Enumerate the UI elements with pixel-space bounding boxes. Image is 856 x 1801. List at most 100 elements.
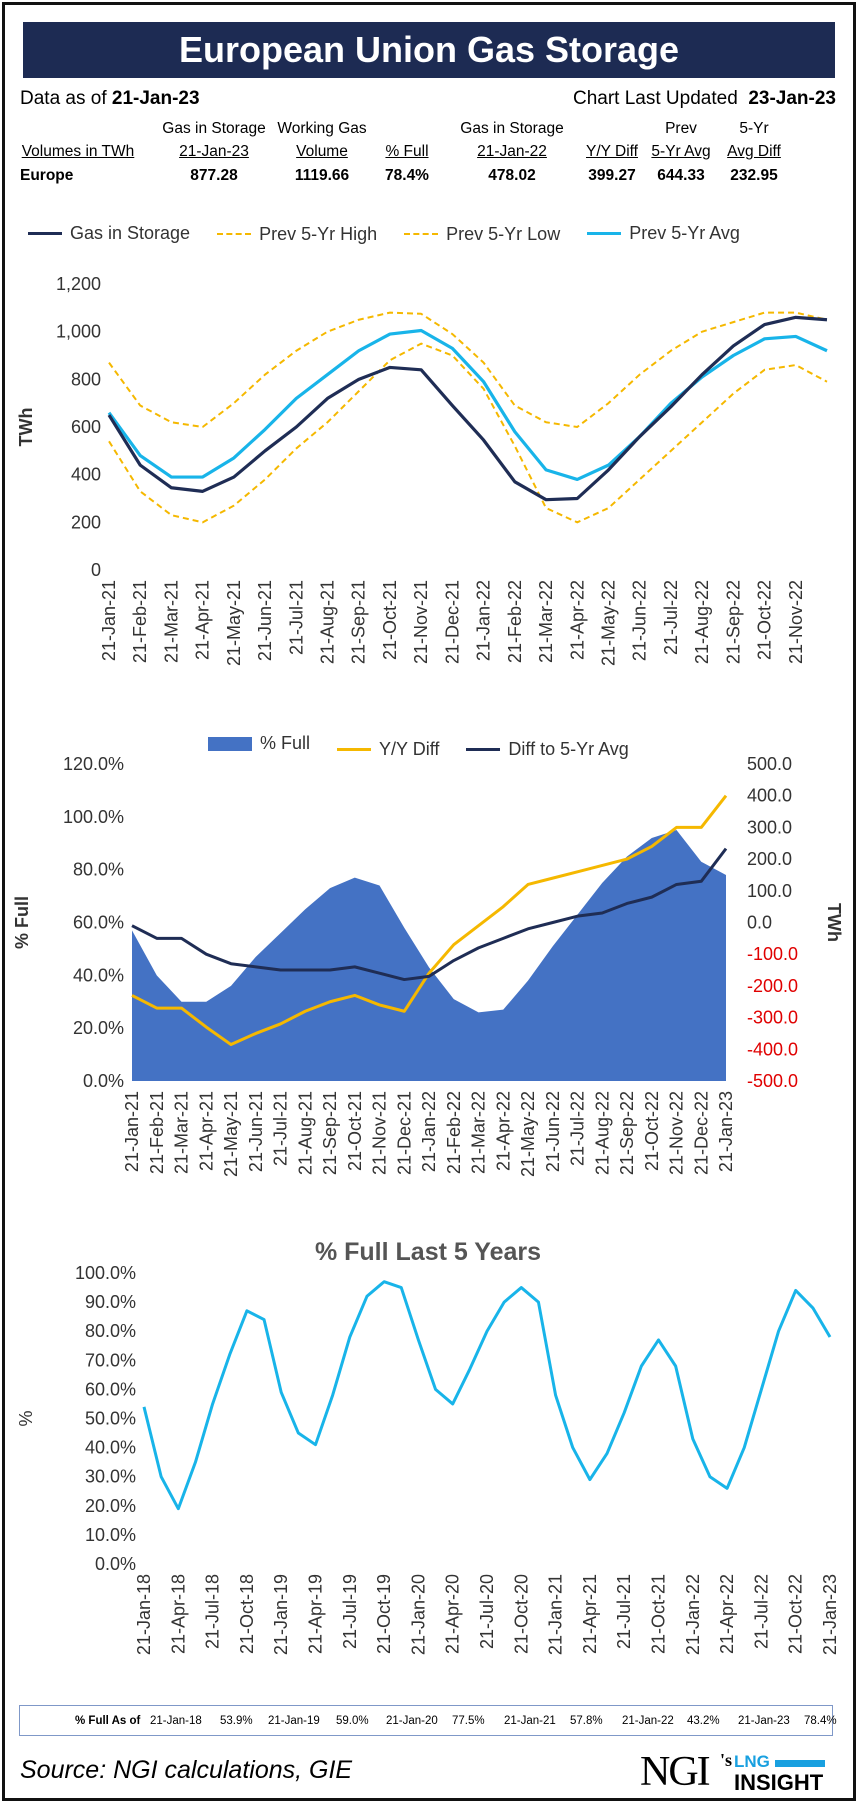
table-header: Volume [296,143,348,160]
source-note: Source: NGI calculations, GIE [20,1756,353,1784]
x-tick-label: 21-Jan-20 [408,1574,428,1655]
y-tick-label: 30.0% [85,1467,136,1487]
x-tick-label: 21-Jan-22 [474,580,494,661]
x-tick-label: 21-Oct-22 [786,1574,806,1654]
chart3-title: % Full Last 5 Years [314,1238,542,1266]
y-tick-label: 1,000 [56,322,101,342]
x-tick-label: 21-Mar-22 [469,1091,489,1174]
x-tick-label: 21-Jul-21 [614,1574,634,1649]
y-tick-label: 0.0% [83,1071,124,1091]
x-tick-label: 21-Feb-22 [444,1091,464,1174]
x-tick-label: 21-Oct-21 [380,580,400,660]
x-tick-label: 21-Jan-23 [820,1574,840,1655]
x-tick-label: 21-Oct-21 [345,1091,365,1171]
y-tick-label: 10.0% [85,1525,136,1545]
x-tick-label: 21-Jul-21 [271,1091,291,1166]
legend-gas-in-storage: Gas in Storage [28,223,190,244]
table-cell: Europe [20,167,74,184]
table-header: % Full [385,143,429,160]
series-line-y-y-diff [131,794,728,1047]
history-date: 21-Jan-21 [504,1714,556,1727]
y2-tick-label: -400.0 [747,1039,798,1059]
y-axis-title: % Full [12,896,32,949]
series-line-pct-full [142,1280,832,1511]
last-updated-label: Chart Last Updated [573,88,738,109]
table-cell: 877.28 [190,167,238,184]
x-tick-label: 21-Oct-22 [642,1091,662,1171]
ngi-lng-insight-logo: NGI 's LNG INSIGHT [640,1749,825,1795]
x-tick-label: 21-May-21 [221,1091,241,1177]
last-updated-date: 23-Jan-23 [748,88,836,109]
x-tick-label: 21-Mar-21 [172,1091,192,1174]
series-area-pct-full [132,830,726,1081]
series-line-prev-5-yr-high [108,311,828,428]
x-tick-label: 21-Oct-22 [755,580,775,660]
y2-tick-label: 500.0 [747,754,792,774]
table-header: 5-Yr Avg [651,143,711,160]
data-as-of: Data as of 21-Jan-23 [20,88,200,110]
series-line-gas-in-storage [107,315,828,502]
x-tick-label: 21-Jan-21 [122,1091,142,1172]
y-axis-title: % [16,1410,36,1426]
chart1-legend: Gas in Storage Prev 5-Yr High Prev 5-Yr … [28,219,762,245]
y-axis-title: TWh [16,408,36,447]
table-cell: 78.4% [385,167,429,184]
table-header: Volumes in TWh [21,143,135,160]
y-tick-label: 120.0% [63,754,124,774]
table-header-top: 5-Yr [739,120,769,137]
ship-icon [775,1760,825,1767]
x-tick-label: 21-Jan-21 [99,580,119,661]
y2-tick-label: -100.0 [747,944,798,964]
y-tick-label: 70.0% [85,1350,136,1370]
series-line-prev-5-yr-avg [107,328,828,482]
x-tick-label: 21-Apr-21 [196,1091,216,1171]
table-header-top: Gas in Storage [460,120,564,137]
x-tick-label: 21-May-21 [224,580,244,666]
x-tick-label: 21-Feb-22 [505,580,525,663]
storage-chart: 0 200 400 600 800 1,000 1,200 21-Jan-21 21-Feb-2… [16,274,828,666]
table-cell: 399.27 [588,167,636,184]
x-tick-label: 21-May-22 [518,1091,538,1177]
y-tick-label: 50.0% [85,1409,136,1429]
x-tick-label: 21-Nov-22 [667,1091,687,1175]
x-tick-label: 21-Apr-21 [580,1574,600,1654]
table-cell: 644.33 [657,167,705,184]
x-tick-label: 21-Jul-21 [286,580,306,655]
x-tick-label: 21-Feb-21 [130,580,150,663]
y-tick-label: 600 [71,417,101,437]
chart2-legend: % Full Y/Y Diff Diff to 5-Yr Avg [208,733,651,760]
history-date: 21-Jan-18 [150,1714,202,1727]
x-tick-label: 21-Aug-22 [692,580,712,664]
table-header: Y/Y Diff [586,143,638,160]
x-tick-label: 21-Oct-18 [237,1574,257,1654]
history-date: 21-Jan-23 [738,1714,790,1727]
x-tick-label: 21-Aug-21 [295,1091,315,1175]
series-line-prev-5-yr-low [108,342,828,524]
x-tick-label: 21-Sep-22 [723,580,743,664]
last-updated: Chart Last Updated 23-Jan-23 [573,88,836,110]
x-tick-label: 21-Jan-18 [134,1574,154,1655]
table-header: 21-Jan-23 [179,143,249,160]
y-tick-label: 40.0% [85,1438,136,1458]
table-cell: 478.02 [488,167,536,184]
y2-tick-label: 0.0 [747,913,772,933]
table-header-top: Gas in Storage [162,120,266,137]
y-tick-label: 20.0% [73,1018,124,1038]
legend-yy-diff: Y/Y Diff [337,739,439,760]
y2-tick-label: 400.0 [747,786,792,806]
y-tick-label: 200 [71,512,101,532]
x-tick-label: 21-Apr-19 [306,1574,326,1654]
history-value: 59.0% [336,1714,369,1727]
table-cell: 1119.66 [294,167,350,184]
page-title: European Union Gas Storage [23,22,835,78]
x-tick-label: 21-Aug-22 [592,1091,612,1175]
x-tick-label: 21-Nov-21 [411,580,431,664]
x-tick-label: 21-Feb-21 [147,1091,167,1174]
history-label: % Full As of [75,1714,141,1727]
y-tick-label: 1,200 [56,274,101,294]
y-tick-label: 20.0% [85,1496,136,1516]
y-tick-label: 100.0% [63,807,124,827]
history-value: 53.9% [220,1714,253,1727]
table-header-top: Prev [665,120,697,137]
